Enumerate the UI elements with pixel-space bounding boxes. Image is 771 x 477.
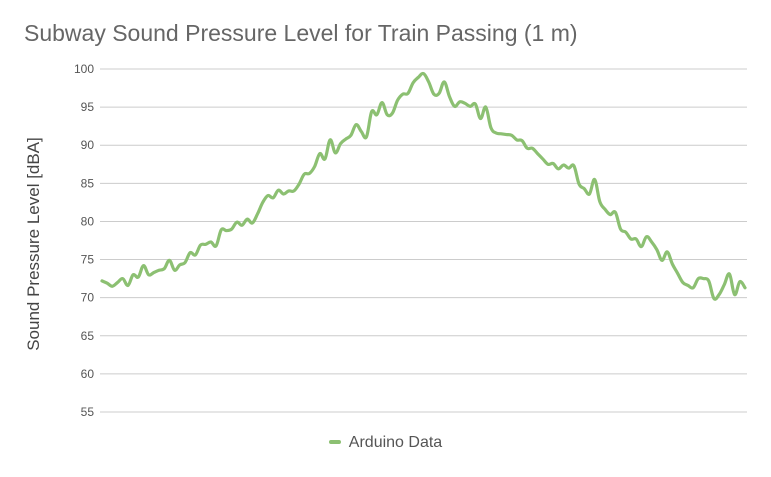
y-tick-label: 95 (81, 100, 95, 114)
legend: Arduino Data (0, 434, 771, 452)
y-tick-label: 65 (81, 329, 95, 343)
y-tick-label: 55 (81, 405, 95, 419)
y-tick-label: 85 (81, 176, 95, 190)
y-tick-label: 60 (81, 367, 95, 381)
y-tick-label: 75 (81, 253, 95, 267)
gridlines (100, 68, 747, 413)
legend-label-arduino-data: Arduino Data (348, 434, 443, 451)
series-line-0 (100, 71, 747, 301)
y-tick-label: 80 (81, 214, 95, 228)
legend-swatch-arduino-data (328, 439, 341, 444)
y-tick-labels: 55 60 65 70 75 80 85 90 95 100 (74, 62, 94, 419)
series-group (100, 71, 747, 301)
y-tick-label: 100 (74, 62, 94, 76)
y-tick-label: 70 (81, 291, 95, 305)
y-tick-label: 90 (81, 138, 95, 152)
chart-title: Subway Sound Pressure Level for Train Pa… (24, 20, 578, 46)
